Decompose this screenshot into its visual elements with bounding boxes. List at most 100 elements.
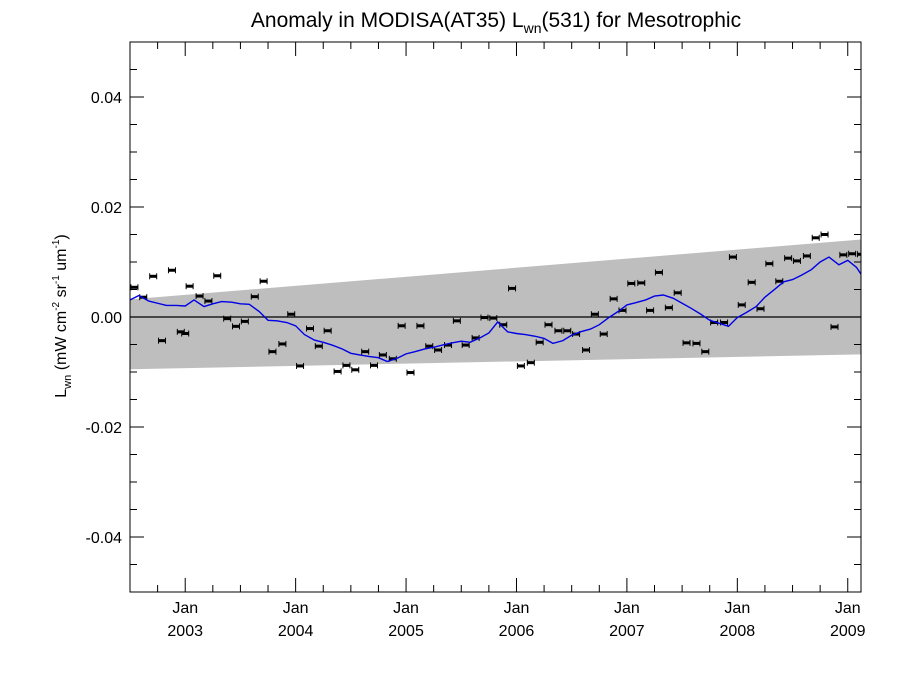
- x-tick-year: 2008: [720, 623, 756, 640]
- data-point: [599, 331, 608, 338]
- data-point: [720, 319, 729, 326]
- data-point: [830, 323, 839, 330]
- data-point: [857, 251, 861, 258]
- data-point: [646, 307, 655, 314]
- ylabel-unit-um: um: [53, 249, 70, 276]
- data-point: [185, 283, 194, 290]
- data-point: [250, 293, 259, 300]
- confidence-band: [130, 239, 861, 370]
- data-point: [305, 325, 314, 332]
- data-point: [223, 315, 232, 322]
- x-tick-month: Jan: [172, 600, 198, 617]
- data-point: [747, 279, 756, 286]
- x-tick-year: 2005: [388, 623, 424, 640]
- data-point: [406, 369, 415, 376]
- data-point: [149, 273, 158, 280]
- x-tick-month: Jan: [835, 600, 861, 617]
- data-point: [351, 366, 360, 373]
- data-point: [535, 339, 544, 346]
- data-point: [434, 347, 443, 353]
- data-point: [673, 289, 682, 296]
- y-tick-label: -0.04: [86, 530, 123, 547]
- data-point: [654, 269, 663, 276]
- data-point: [268, 348, 277, 355]
- data-point: [158, 337, 167, 344]
- data-point: [287, 311, 296, 318]
- data-point: [314, 343, 323, 350]
- data-point: [480, 314, 489, 321]
- anomaly-points: [130, 231, 861, 376]
- y-axis-label: Lwn (mW cm-2 sr-1 um-1): [51, 234, 74, 397]
- data-point: [461, 342, 470, 349]
- data-point: [637, 279, 646, 286]
- ylabel-symbol: L: [53, 389, 70, 398]
- data-point: [259, 278, 268, 285]
- ylabel-subscript: wn: [62, 375, 74, 390]
- ylabel-unit-open: (mW cm: [53, 311, 70, 375]
- y-tick-label: -0.02: [86, 420, 123, 437]
- ylabel-exponent-2: -1: [51, 275, 62, 284]
- data-point: [554, 327, 563, 334]
- data-point: [213, 272, 222, 279]
- x-tick-month: Jan: [614, 600, 640, 617]
- data-point: [167, 267, 176, 274]
- y-tick-label: 0.02: [91, 200, 122, 217]
- x-tick-year: 2004: [278, 623, 314, 640]
- data-point: [416, 322, 425, 329]
- data-point: [682, 339, 691, 346]
- data-point: [609, 295, 618, 302]
- title-subscript: wn: [523, 20, 542, 36]
- data-point: [765, 260, 774, 267]
- data-point: [397, 322, 406, 329]
- running-mean-line: [130, 256, 861, 363]
- y-tick-label: 0.00: [91, 310, 122, 327]
- x-tick-year: 2003: [167, 623, 203, 640]
- data-point: [342, 362, 351, 369]
- data-point: [590, 311, 599, 318]
- data-point: [811, 234, 820, 241]
- data-point: [361, 348, 370, 355]
- data-point: [756, 305, 765, 312]
- data-point: [792, 257, 801, 264]
- ylabel-exponent-1: -2: [51, 301, 62, 310]
- plot-frame: [129, 41, 862, 593]
- data-point: [664, 304, 673, 311]
- x-tick-month: Jan: [393, 600, 419, 617]
- data-point: [489, 315, 498, 322]
- data-point: [323, 327, 332, 334]
- x-tick-year: 2006: [499, 623, 535, 640]
- x-tick-year: 2007: [609, 623, 645, 640]
- data-point: [627, 280, 636, 287]
- data-point: [278, 340, 287, 347]
- x-tick-month: Jan: [283, 600, 309, 617]
- data-point: [516, 362, 525, 369]
- data-point: [452, 317, 461, 324]
- data-point: [232, 323, 241, 330]
- y-tick-labels: 0.04 0.02 0.00 -0.02 -0.04: [86, 90, 123, 547]
- data-point: [204, 298, 213, 305]
- data-point: [240, 318, 249, 325]
- data-point: [701, 348, 710, 355]
- data-point: [802, 252, 811, 259]
- data-point: [296, 362, 305, 369]
- chart-title: Anomaly in MODISA(AT35) Lwn(531) for Mes…: [251, 9, 741, 36]
- x-tick-month: Jan: [504, 600, 530, 617]
- x-tick-labels: Jan 2003 Jan 2004 Jan 2005 Jan 2006 Jan 2007 Jan 20…: [167, 600, 865, 640]
- ylabel-unit-sr: sr: [53, 283, 70, 301]
- ylabel-unit-close: ): [53, 234, 70, 239]
- title-main: Anomaly in MODISA(AT35) L: [251, 9, 524, 32]
- data-point: [181, 330, 190, 337]
- data-point: [728, 254, 737, 261]
- data-point: [820, 231, 829, 238]
- data-point: [544, 321, 553, 328]
- data-point: [563, 327, 572, 334]
- data-point: [526, 359, 535, 366]
- x-tick-year: 2009: [830, 623, 866, 640]
- data-point: [333, 368, 342, 375]
- ylabel-exponent-3: -1: [51, 239, 62, 248]
- data-point: [582, 347, 591, 353]
- data-point: [195, 293, 204, 300]
- data-point: [737, 301, 746, 308]
- data-point: [378, 351, 387, 358]
- title-rest: (531) for Mesotrophic: [542, 9, 742, 32]
